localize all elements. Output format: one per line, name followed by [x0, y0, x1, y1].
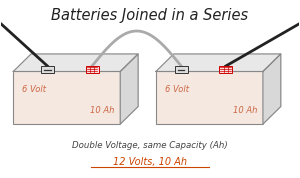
Bar [13, 72, 120, 124]
Bar [156, 72, 263, 124]
Bar [175, 66, 188, 73]
Bar [219, 66, 232, 73]
Text: 6 Volt: 6 Volt [22, 85, 46, 94]
Text: 12 Volts, 10 Ah: 12 Volts, 10 Ah [113, 157, 187, 167]
Text: 10 Ah: 10 Ah [232, 106, 257, 115]
Text: 10 Ah: 10 Ah [90, 106, 114, 115]
Bar [85, 66, 99, 73]
Polygon shape [156, 54, 281, 72]
Text: 6 Volt: 6 Volt [165, 85, 189, 94]
Polygon shape [263, 54, 281, 124]
Polygon shape [13, 54, 138, 72]
Text: Double Voltage, same Capacity (Ah): Double Voltage, same Capacity (Ah) [72, 142, 228, 150]
Polygon shape [120, 54, 138, 124]
Bar [41, 66, 54, 73]
Text: Batteries Joined in a Series: Batteries Joined in a Series [51, 7, 249, 23]
